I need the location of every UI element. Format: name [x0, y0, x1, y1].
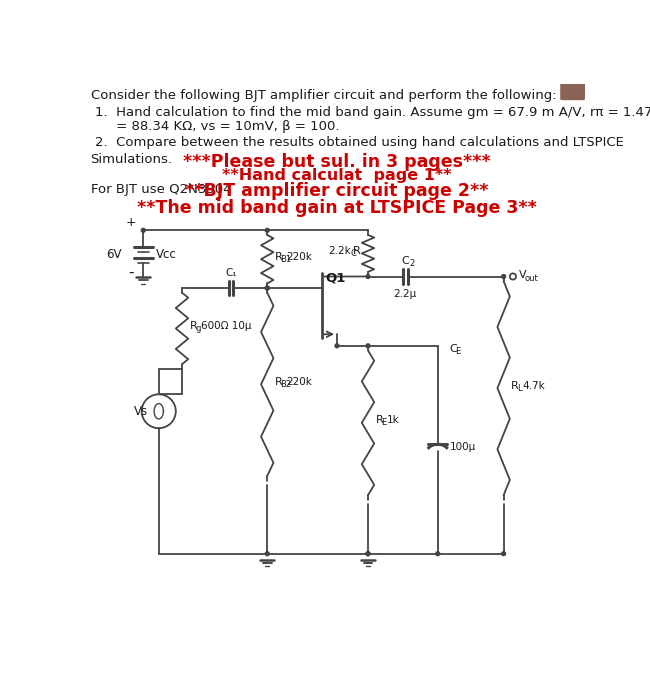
- Text: For BJT use Q2N3904: For BJT use Q2N3904: [90, 183, 231, 195]
- Text: Vs: Vs: [134, 405, 148, 418]
- Circle shape: [335, 344, 339, 348]
- Text: **The mid band gain at LTSPICE Page 3**: **The mid band gain at LTSPICE Page 3**: [137, 199, 537, 217]
- Text: Q1: Q1: [326, 271, 346, 284]
- Text: 4.7k: 4.7k: [522, 381, 545, 391]
- FancyBboxPatch shape: [560, 80, 585, 100]
- Text: Vcc: Vcc: [155, 248, 176, 261]
- Text: R: R: [352, 246, 360, 256]
- Text: V: V: [519, 270, 526, 280]
- Text: E: E: [381, 419, 386, 427]
- Circle shape: [502, 552, 506, 556]
- Text: 220k: 220k: [286, 377, 312, 387]
- Text: C: C: [350, 249, 356, 258]
- Text: C₁: C₁: [225, 268, 237, 278]
- Text: ***Please but sul. in 3 pages***: ***Please but sul. in 3 pages***: [183, 153, 491, 171]
- Text: L: L: [517, 384, 521, 393]
- Text: 1k: 1k: [387, 416, 399, 426]
- Text: B2: B2: [280, 380, 292, 389]
- Text: 6V: 6V: [106, 248, 122, 261]
- Circle shape: [265, 552, 269, 556]
- Text: 220k: 220k: [286, 252, 312, 262]
- Text: 1.  Hand calculation to find the mid band gain. Assume gm = 67.9 m A/V, rπ = 1.4: 1. Hand calculation to find the mid band…: [95, 106, 650, 119]
- Text: E: E: [455, 346, 460, 356]
- Circle shape: [502, 274, 506, 279]
- Circle shape: [265, 286, 269, 290]
- Text: 600Ω 10μ: 600Ω 10μ: [201, 321, 251, 331]
- Text: C: C: [449, 344, 457, 354]
- Text: 100μ: 100μ: [449, 442, 476, 452]
- Text: Consider the following BJT amplifier circuit and perform the following:: Consider the following BJT amplifier cir…: [90, 90, 556, 102]
- Text: +: +: [125, 216, 136, 229]
- Text: C: C: [401, 256, 409, 266]
- Text: **Hand calculat  page 1**: **Hand calculat page 1**: [222, 168, 452, 183]
- Text: 2: 2: [410, 259, 415, 268]
- Text: Simulations.: Simulations.: [90, 153, 172, 167]
- Circle shape: [366, 552, 370, 556]
- Text: **BJT amplifier circuit page 2**: **BJT amplifier circuit page 2**: [185, 182, 489, 199]
- Circle shape: [366, 344, 370, 348]
- Text: -: -: [128, 265, 134, 280]
- Text: R: R: [512, 381, 519, 391]
- Text: 2.2k: 2.2k: [328, 246, 351, 256]
- Circle shape: [366, 274, 370, 279]
- Circle shape: [436, 552, 439, 556]
- Circle shape: [265, 286, 269, 290]
- Text: g: g: [195, 324, 201, 333]
- Text: = 88.34 KΩ, vs = 10mV, β = 100.: = 88.34 KΩ, vs = 10mV, β = 100.: [95, 120, 340, 133]
- Text: 2.2μ: 2.2μ: [393, 289, 417, 299]
- Text: R: R: [275, 252, 283, 262]
- Text: B1: B1: [280, 255, 292, 264]
- Circle shape: [141, 228, 145, 232]
- Circle shape: [265, 228, 269, 232]
- Text: out: out: [525, 274, 538, 283]
- Text: R: R: [275, 377, 283, 387]
- Text: R: R: [190, 321, 198, 331]
- Text: 2.  Compare between the results obtained using hand calculations and LTSPICE: 2. Compare between the results obtained …: [95, 136, 624, 148]
- Text: R: R: [376, 416, 384, 426]
- Circle shape: [366, 552, 370, 556]
